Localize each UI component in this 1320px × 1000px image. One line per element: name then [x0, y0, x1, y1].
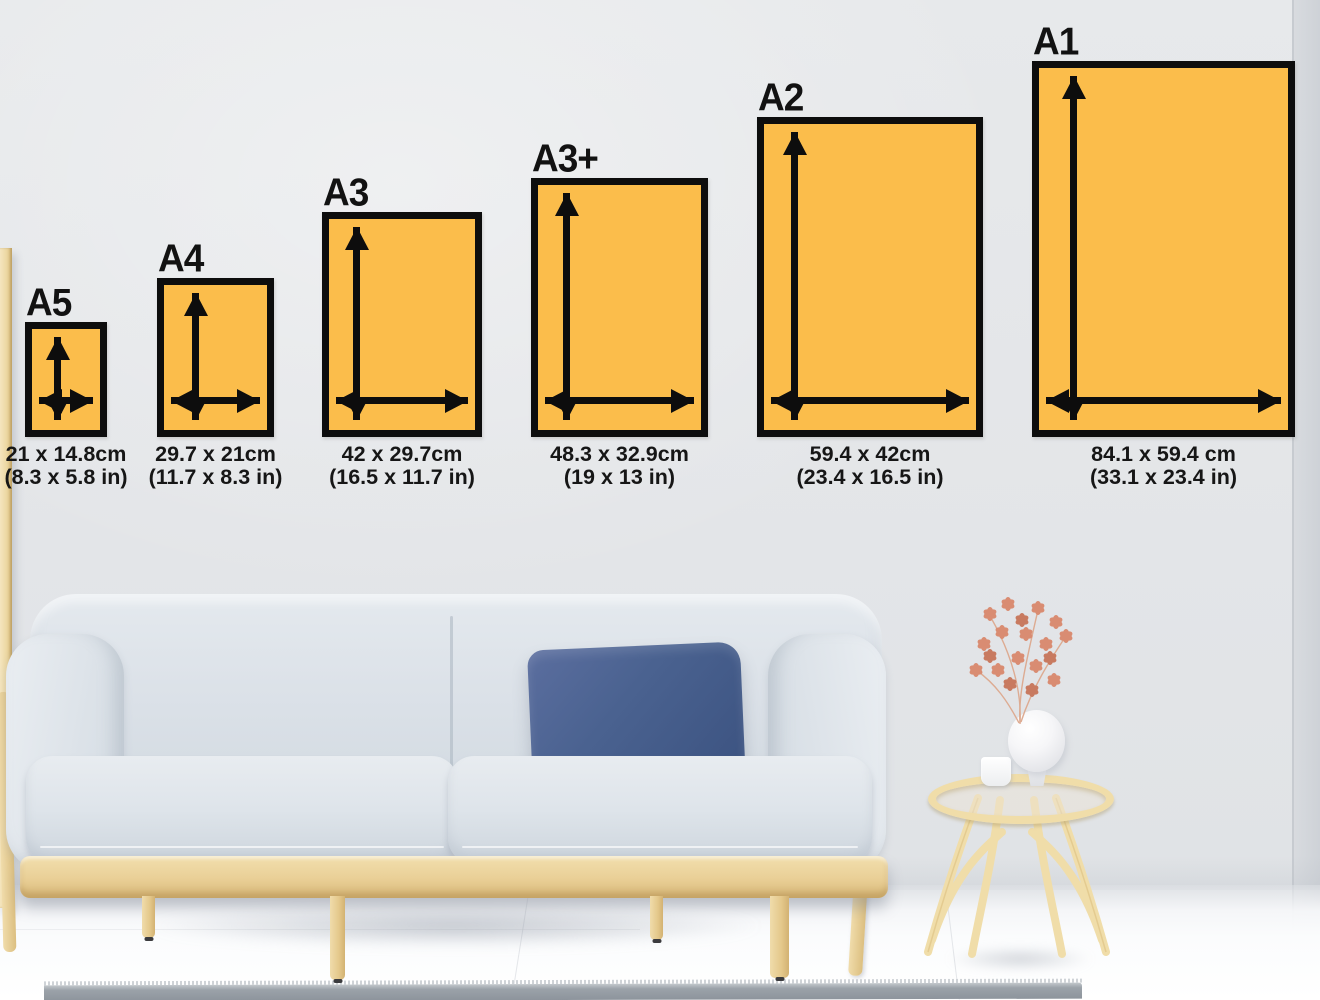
size-in: (16.5 x 11.7 in) — [329, 465, 475, 489]
width-arrow — [771, 397, 969, 404]
size-rectangle — [157, 278, 274, 437]
height-arrow — [353, 227, 360, 420]
width-arrow — [336, 397, 468, 404]
table-floor-shadow — [916, 942, 1124, 976]
cup — [981, 757, 1011, 786]
sofa-floor-shadow — [24, 900, 884, 958]
size-label: A4 — [158, 237, 204, 280]
sofa-seat-cushion-left — [26, 756, 458, 864]
size-rectangle — [322, 212, 482, 437]
size-label: A1 — [1033, 20, 1079, 63]
paper-size-a2: A2 59.4 x 42cm (23.4 x 16.5 in) — [757, 78, 983, 489]
size-label: A5 — [26, 281, 72, 324]
size-label: A2 — [758, 76, 804, 119]
size-label: A3+ — [532, 137, 599, 180]
width-arrow — [171, 397, 260, 404]
size-in: (8.3 x 5.8 in) — [4, 465, 128, 489]
size-cm: 59.4 x 42cm — [809, 442, 931, 466]
size-rectangle — [531, 178, 708, 437]
paper-size-a5: A5 21 x 14.8cm (8.3 x 5.8 in) — [4, 283, 127, 488]
size-label: A3 — [323, 171, 369, 214]
size-cm: 21 x 14.8cm — [5, 442, 127, 466]
size-rectangle — [25, 322, 107, 437]
wall-corner — [1294, 0, 1320, 930]
height-arrow — [563, 193, 570, 420]
size-cm: 84.1 x 59.4 cm — [1091, 442, 1236, 466]
wall-corner-line — [1292, 0, 1294, 930]
side-table-top — [928, 774, 1114, 824]
paper-size-a1: A1 84.1 x 59.4 cm (33.1 x 23.4 in) — [1032, 22, 1295, 489]
width-arrow — [545, 397, 694, 404]
paper-size-a3: A3 42 x 29.7cm (16.5 x 11.7 in) — [322, 173, 482, 489]
size-in: (11.7 x 8.3 in) — [148, 465, 283, 489]
sofa-leg — [142, 896, 155, 938]
size-in: (23.4 x 16.5 in) — [796, 465, 944, 489]
size-cm: 42 x 29.7cm — [341, 442, 463, 466]
sofa-leg — [330, 896, 345, 980]
height-arrow — [1070, 76, 1077, 420]
height-arrow — [791, 132, 798, 420]
size-cm: 29.7 x 21cm — [155, 442, 276, 466]
paper-size-a4: A4 29.7 x 21cm (11.7 x 8.3 in) — [149, 239, 283, 488]
sofa-leg — [650, 896, 663, 940]
size-in: (19 x 13 in) — [563, 465, 676, 489]
height-arrow — [192, 293, 199, 420]
size-rectangle — [1032, 61, 1295, 437]
dried-flowers — [968, 597, 1074, 725]
size-in: (33.1 x 23.4 in) — [1090, 465, 1237, 489]
width-arrow — [39, 397, 93, 404]
paper-size-a3plus: A3+ 48.3 x 32.9cm (19 x 13 in) — [531, 139, 708, 489]
size-cm: 48.3 x 32.9cm — [550, 442, 689, 466]
sofa-seat-cushion-right — [448, 756, 872, 864]
width-arrow — [1046, 397, 1281, 404]
height-arrow — [54, 337, 61, 420]
size-rectangle — [757, 117, 983, 437]
sofa-frame-rail — [20, 856, 888, 898]
sofa-leg — [770, 896, 789, 978]
